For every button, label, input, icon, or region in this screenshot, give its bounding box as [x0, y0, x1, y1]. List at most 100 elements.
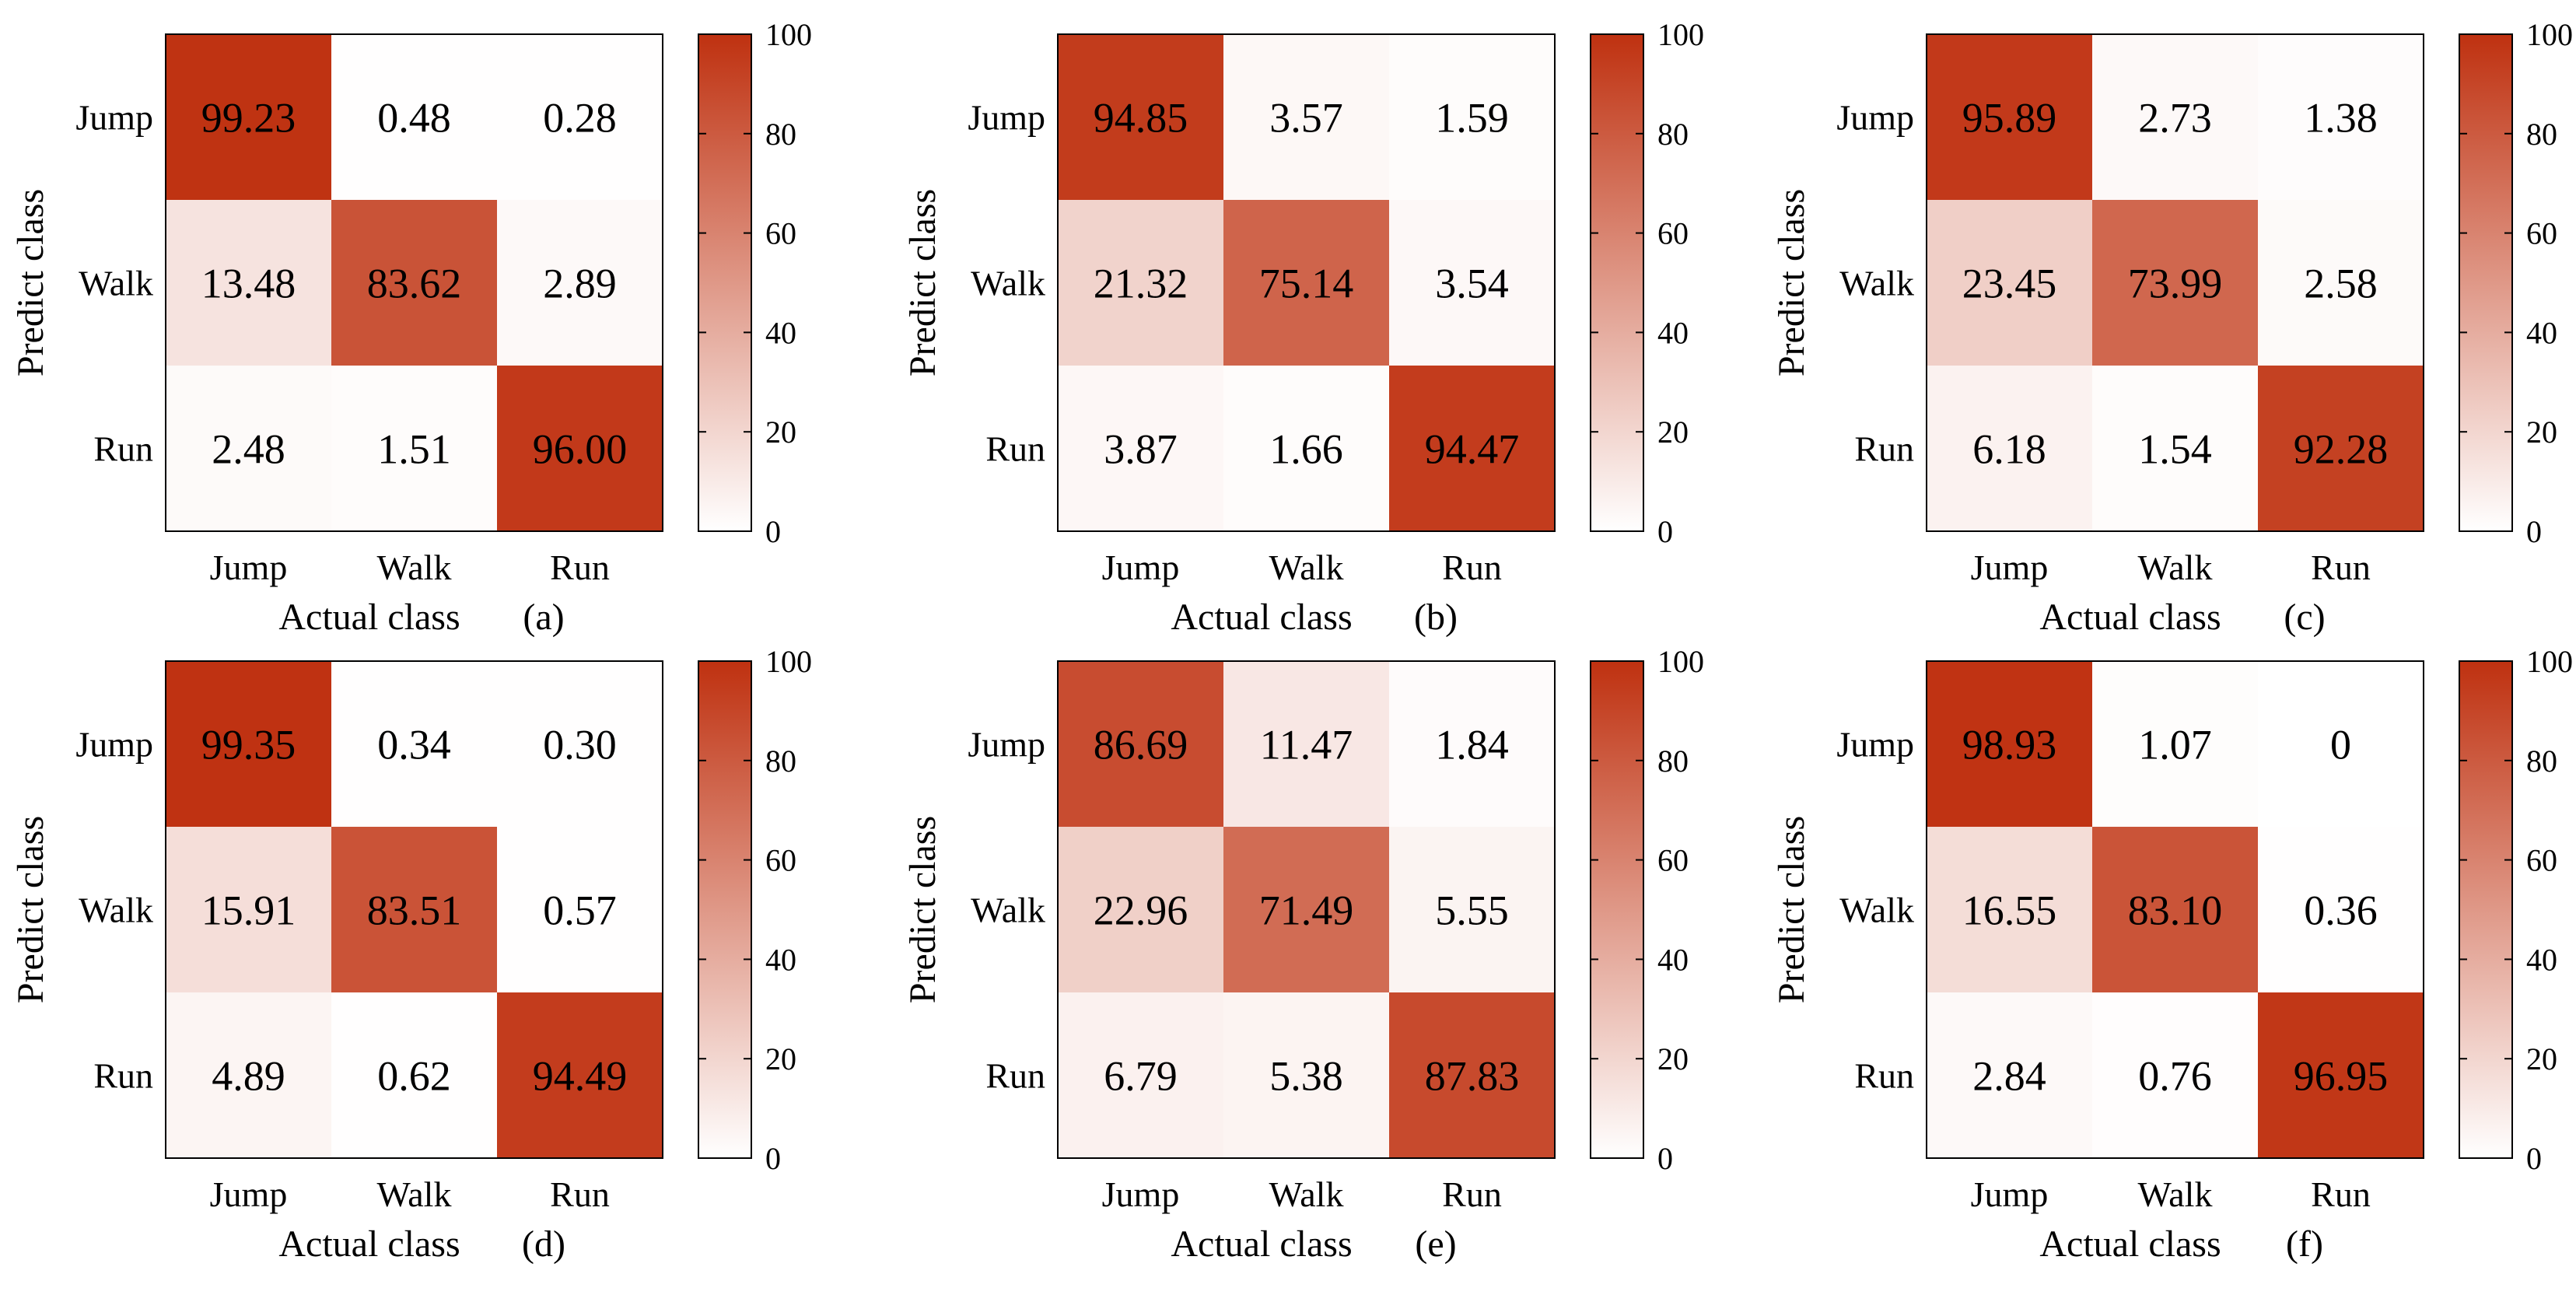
- y-axis-label: Predict class: [902, 189, 943, 376]
- x-tick-label: Run: [550, 548, 610, 587]
- cell-value-label: 2.73: [2138, 95, 2212, 142]
- cell-value-label: 0.76: [2138, 1053, 2212, 1100]
- x-axis-label: Actual class: [2039, 1223, 2221, 1265]
- x-axis-label: Actual class: [278, 597, 460, 638]
- panel-label: (b): [1414, 597, 1458, 638]
- cell-value-label: 96.00: [533, 426, 628, 473]
- x-axis-label: Actual class: [1171, 1223, 1352, 1265]
- plot-frame: [1926, 660, 2424, 1159]
- x-tick-label: Run: [1442, 1174, 1502, 1214]
- colorbar-tick-label: 60: [1657, 216, 1689, 251]
- cell-value-label: 75.14: [1259, 261, 1354, 307]
- cell-value-label: 86.69: [1094, 722, 1188, 768]
- colorbar: [1590, 33, 1644, 532]
- plot-frame: [1057, 660, 1556, 1159]
- colorbar-tick-label: 20: [765, 415, 796, 450]
- y-axis-label: Predict class: [902, 816, 943, 1003]
- colorbar-tick-label: 0: [765, 514, 781, 549]
- plot-frame: [165, 33, 663, 532]
- colorbar-tick-label: 60: [2526, 843, 2557, 878]
- cell-value-label: 0.57: [543, 887, 617, 934]
- cell-value-label: 2.58: [2304, 261, 2378, 307]
- cell-value-label: 13.48: [201, 261, 296, 307]
- heatmap-cell: [497, 366, 663, 531]
- cell-value-label: 94.47: [1425, 426, 1520, 473]
- heatmap-cell: [1927, 34, 2092, 200]
- cell-value-label: 0.48: [377, 95, 451, 142]
- colorbar-tick-label: 20: [765, 1041, 796, 1076]
- heatmap-cell: [2092, 992, 2258, 1158]
- heatmap-cell: [331, 992, 497, 1158]
- colorbar-tick-label: 100: [1657, 644, 1704, 679]
- confusion-matrix-panel: 94.85 3.57 1.59 21.32 75.14 3.54 3.87 1.66 94.47…: [902, 17, 1704, 638]
- cell-value-label: 3.54: [1435, 261, 1509, 307]
- cell-value-label: 2.89: [543, 261, 617, 307]
- heatmap-cell: [2258, 827, 2424, 992]
- panel-label: (a): [523, 597, 564, 638]
- cell-value-label: 83.62: [367, 261, 462, 307]
- heatmap-cell: [1389, 200, 1555, 366]
- cell-value-label: 83.10: [2128, 887, 2223, 934]
- x-tick-label: Walk: [1269, 1174, 1344, 1214]
- confusion-matrix-panel: 98.93 1.07 0 16.55 83.10 0.36 2.84 0.76 96.95 Jum…: [1771, 644, 2573, 1265]
- colorbar-tick-label: 40: [2526, 315, 2557, 350]
- heatmap-cell: [166, 661, 331, 827]
- colorbar-tick-label: 100: [765, 644, 812, 679]
- heatmap-cell: [497, 200, 663, 366]
- cell-value-label: 0.62: [377, 1053, 451, 1100]
- colorbar-tick-label: 80: [765, 117, 796, 152]
- heatmap-cell: [1927, 366, 2092, 531]
- heatmap-cell: [1223, 661, 1389, 827]
- colorbar-tick-label: 60: [765, 843, 796, 878]
- colorbar-tick-label: 40: [765, 315, 796, 350]
- colorbar-tick-label: 20: [2526, 415, 2557, 450]
- heatmap-cell: [2092, 661, 2258, 827]
- colorbar-tick-label: 0: [765, 1141, 781, 1176]
- cell-value-label: 1.59: [1435, 95, 1509, 142]
- colorbar: [2459, 33, 2513, 532]
- y-tick-label: Walk: [1839, 264, 1914, 303]
- y-axis-label: Predict class: [10, 189, 51, 376]
- cell-value-label: 1.07: [2138, 722, 2212, 768]
- y-tick-label: Walk: [971, 264, 1045, 303]
- heatmap-cell: [331, 827, 497, 992]
- colorbar-tick-label: 100: [765, 17, 812, 52]
- cell-value-label: 99.35: [201, 722, 296, 768]
- cell-value-label: 6.18: [1972, 426, 2046, 473]
- heatmap-cell: [1927, 661, 2092, 827]
- heatmap-cell: [166, 366, 331, 531]
- plot-frame: [1057, 33, 1556, 532]
- heatmap-cell: [1223, 827, 1389, 992]
- x-tick-label: Walk: [2138, 1174, 2213, 1214]
- heatmap-cell: [1389, 34, 1555, 200]
- cell-value-label: 96.95: [2294, 1053, 2389, 1100]
- heatmap-cell: [1389, 366, 1555, 531]
- cell-value-label: 0.34: [377, 722, 451, 768]
- colorbar-tick-label: 20: [2526, 1041, 2557, 1076]
- cell-value-label: 1.84: [1435, 722, 1509, 768]
- y-tick-label: Run: [1854, 1056, 1914, 1096]
- cell-value-label: 87.83: [1425, 1053, 1520, 1100]
- y-tick-label: Run: [93, 1056, 153, 1096]
- colorbar-tick-label: 60: [2526, 216, 2557, 251]
- colorbar-tick-label: 100: [2526, 644, 2573, 679]
- colorbar: [698, 660, 752, 1159]
- x-tick-label: Walk: [377, 1174, 452, 1214]
- heatmap-cell: [1927, 827, 2092, 992]
- cell-value-label: 5.55: [1435, 887, 1509, 934]
- colorbar-tick-label: 80: [2526, 744, 2557, 779]
- y-axis-label: Predict class: [1771, 816, 1812, 1003]
- plot-frame: [1926, 33, 2424, 532]
- x-tick-label: Jump: [1971, 1174, 2049, 1214]
- y-tick-label: Walk: [971, 891, 1045, 930]
- colorbar-tick-label: 0: [2526, 1141, 2542, 1176]
- cell-value-label: 71.49: [1259, 887, 1354, 934]
- confusion-matrix-panel: 86.69 11.47 1.84 22.96 71.49 5.55 6.79 5.38 87.8…: [902, 644, 1704, 1265]
- x-tick-label: Walk: [2138, 548, 2213, 587]
- heatmap-cell: [1058, 34, 1223, 200]
- heatmap-cell: [1389, 827, 1555, 992]
- heatmap-cell: [2258, 992, 2424, 1158]
- heatmap-cell: [497, 827, 663, 992]
- cell-value-label: 0.30: [543, 722, 617, 768]
